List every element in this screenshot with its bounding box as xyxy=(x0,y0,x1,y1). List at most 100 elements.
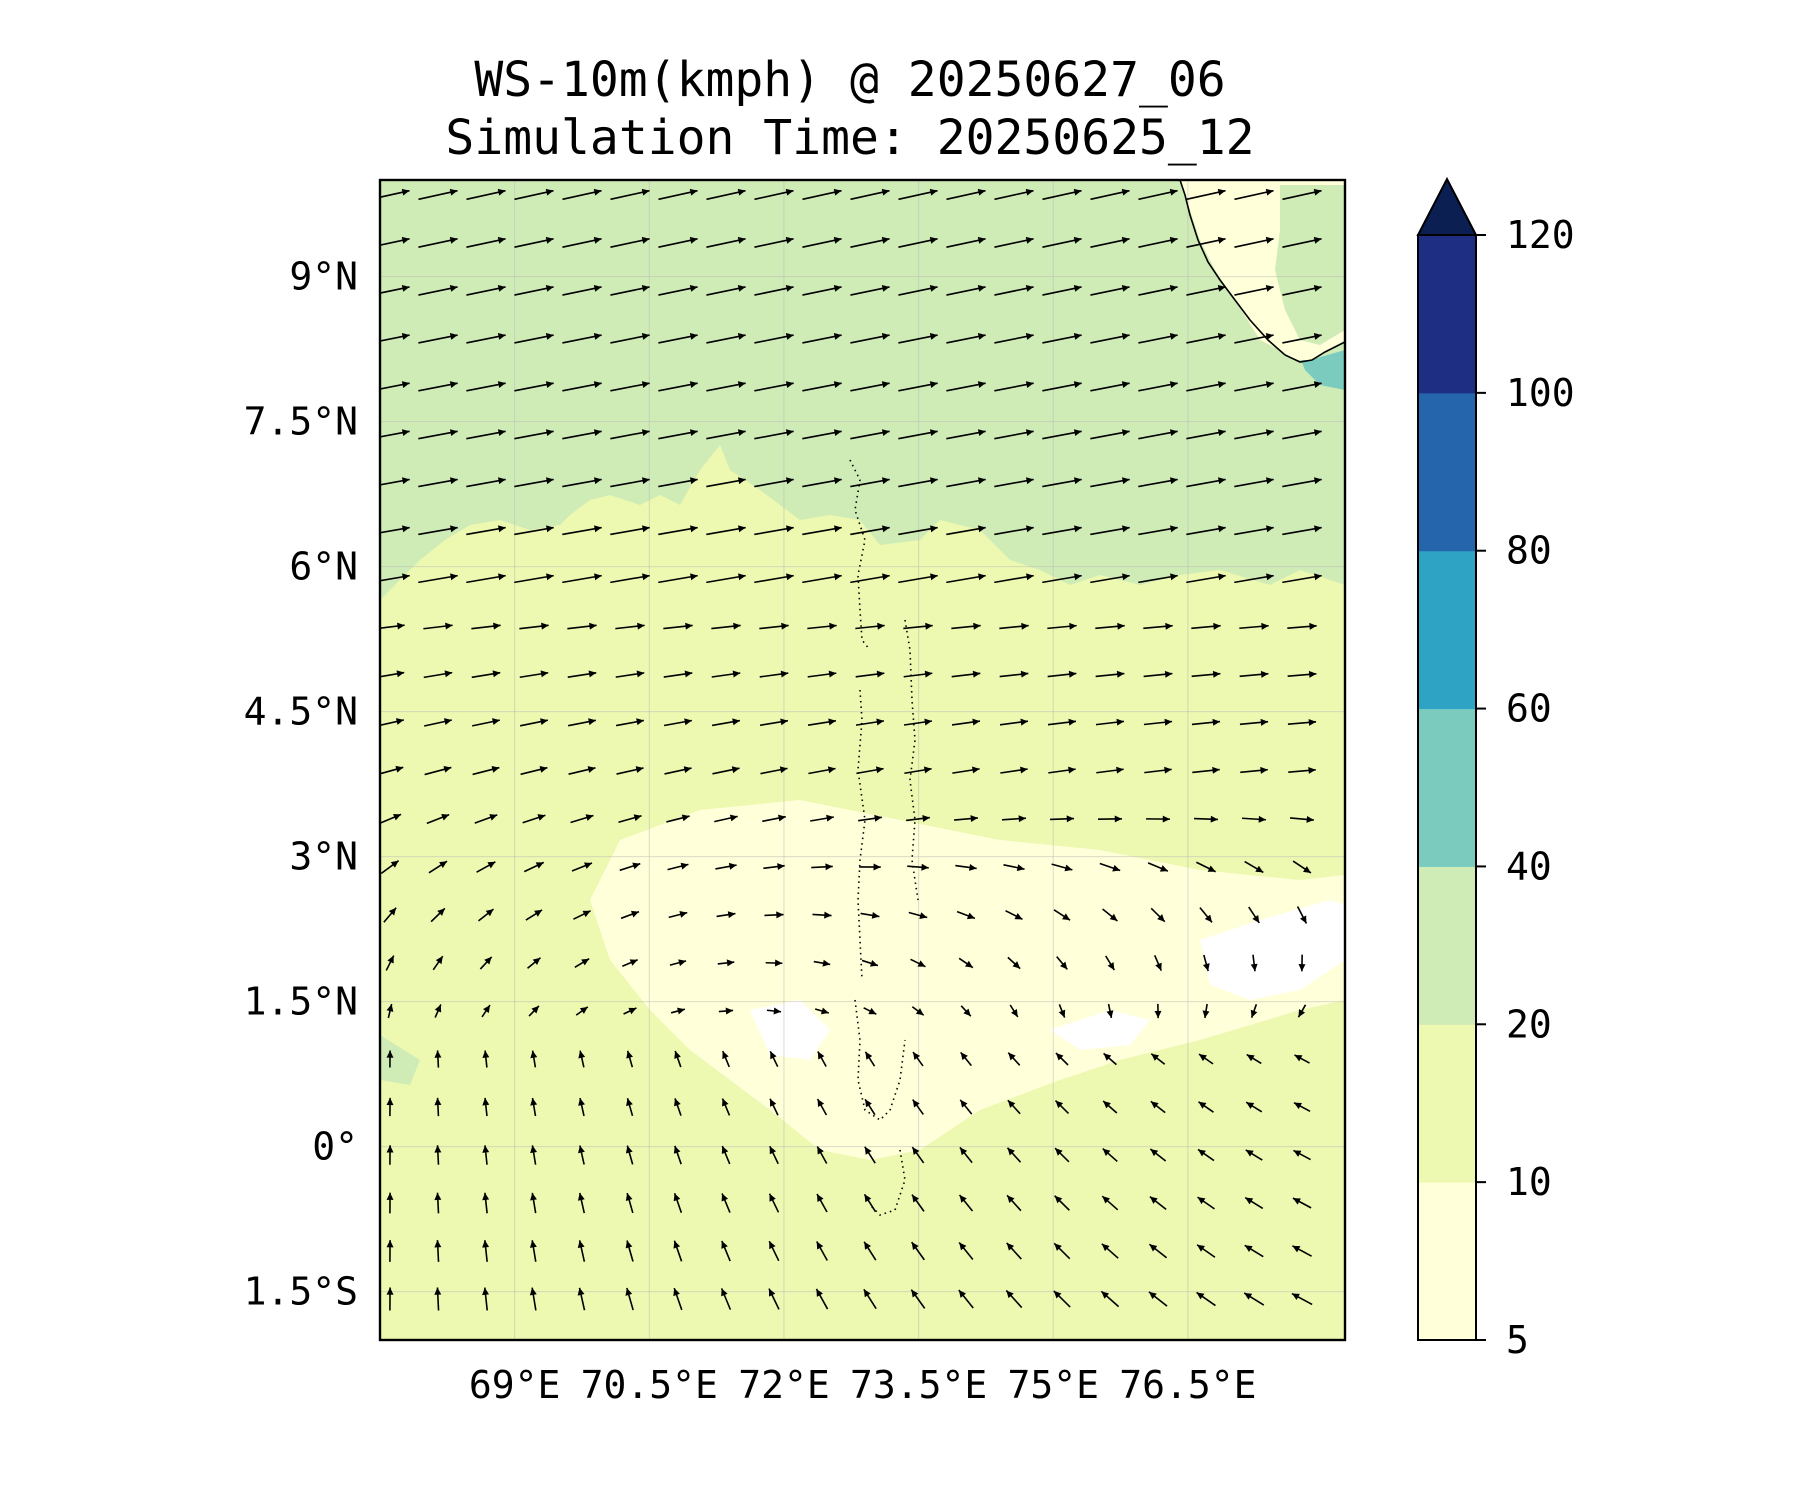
wind-arrow xyxy=(766,1007,782,1015)
wind-arrow xyxy=(466,188,506,201)
colorbar-tick-label: 100 xyxy=(1506,371,1575,415)
wind-arrow xyxy=(514,525,554,536)
wind-arrow xyxy=(1234,573,1274,584)
wind-arrow xyxy=(1007,1099,1021,1115)
wind-arrow xyxy=(1199,907,1213,923)
wind-arrow xyxy=(519,670,549,679)
wind-arrow xyxy=(527,957,541,969)
wind-arrow xyxy=(522,814,546,824)
wind-arrow xyxy=(1246,1053,1262,1065)
wind-arrow xyxy=(474,814,498,824)
wind-arrow xyxy=(616,766,644,775)
wind-arrow xyxy=(567,670,597,678)
wind-arrow xyxy=(1104,955,1116,971)
wind-arrow xyxy=(1147,862,1169,872)
wind-arrow xyxy=(620,910,640,920)
wind-arrow xyxy=(994,477,1034,488)
wind-arrow xyxy=(418,333,458,344)
wind-arrow xyxy=(418,477,458,488)
wind-arrow xyxy=(418,573,458,584)
wind-arrow xyxy=(472,718,500,727)
wind-arrow xyxy=(1198,1101,1214,1113)
wind-arrow xyxy=(768,1240,780,1262)
wind-arrow xyxy=(1291,1292,1313,1306)
wind-arrow xyxy=(577,1192,586,1214)
wind-arrow xyxy=(482,1050,490,1068)
wind-arrow xyxy=(715,862,737,870)
wind-arrow xyxy=(759,718,789,727)
wind-arrow xyxy=(1138,573,1178,584)
wind-arrow xyxy=(1099,862,1121,872)
wind-arrow xyxy=(615,622,645,630)
wind-arrow xyxy=(864,1098,876,1116)
wind-arrow xyxy=(864,1051,876,1067)
wind-arrow xyxy=(1153,955,1163,971)
wind-arrow xyxy=(1186,525,1226,536)
wind-arrow xyxy=(525,909,543,921)
wind-arrow xyxy=(994,284,1034,296)
wind-arrow xyxy=(959,1146,973,1164)
wind-arrow xyxy=(722,1050,730,1068)
wind-arrow xyxy=(759,622,789,630)
colorbar-tick-label: 60 xyxy=(1506,687,1552,731)
colorbar-tick-label: 120 xyxy=(1506,213,1575,257)
wind-arrow xyxy=(863,1288,877,1310)
wind-arrow xyxy=(530,1145,538,1165)
wind-arrow xyxy=(383,907,397,923)
wind-arrow xyxy=(994,381,1034,392)
wind-arrow xyxy=(754,573,794,584)
wind-arrow xyxy=(610,525,650,536)
wind-arrow xyxy=(859,863,881,871)
wind-arrow xyxy=(1250,1004,1258,1018)
wind-arrow xyxy=(622,959,638,967)
wind-arrow xyxy=(955,864,977,871)
wind-arrow xyxy=(428,860,448,874)
colorbar: 5 10 20 40 60 80 100 120 xyxy=(1416,176,1575,1362)
colorbar-extend-arrow xyxy=(1416,176,1478,236)
wind-arrow xyxy=(625,1240,634,1262)
wind-arrow xyxy=(1298,954,1306,972)
wind-arrow xyxy=(1096,766,1124,774)
wind-arrow xyxy=(479,956,493,970)
wind-arrow xyxy=(1001,815,1027,823)
wind-arrow xyxy=(720,1288,732,1310)
colorbar-segment-1 xyxy=(1418,1024,1476,1183)
wind-arrow xyxy=(706,429,746,440)
wind-arrow xyxy=(946,333,986,344)
wind-arrow xyxy=(1282,525,1322,536)
wind-arrow xyxy=(1047,718,1077,726)
wind-arrow xyxy=(1248,906,1260,924)
wind-arrow xyxy=(763,863,785,871)
wind-arrow xyxy=(754,284,794,296)
wind-arrow xyxy=(816,1098,828,1116)
wind-arrow xyxy=(1186,333,1226,344)
wind-arrow xyxy=(994,573,1034,584)
wind-arrow xyxy=(903,718,933,726)
wind-arrow xyxy=(1186,381,1226,392)
wind-arrow xyxy=(567,622,597,630)
wind-arrow xyxy=(1150,1100,1166,1114)
wind-arrow xyxy=(466,236,506,248)
wind-arrow xyxy=(619,862,641,872)
x-tick-label: 70.5°E xyxy=(581,1363,718,1407)
wind-arrow xyxy=(706,381,746,392)
wind-arrow xyxy=(903,670,933,678)
wind-arrow xyxy=(1293,1149,1311,1161)
colorbar-segment-3 xyxy=(1418,708,1476,867)
wind-arrow xyxy=(562,381,602,392)
wind-arrow xyxy=(520,766,548,776)
wind-arrow xyxy=(1149,1196,1167,1210)
wind-arrow xyxy=(706,525,746,536)
wind-arrow xyxy=(530,1050,538,1068)
wind-arrow xyxy=(673,1287,683,1311)
wind-arrow xyxy=(954,815,978,823)
wind-arrow xyxy=(802,573,842,584)
wind-arrow xyxy=(1007,956,1021,970)
wind-arrow xyxy=(466,429,506,440)
wind-arrow xyxy=(380,236,410,246)
y-tick-label: 9°N xyxy=(289,255,358,299)
wind-arrow xyxy=(380,859,400,875)
wind-arrow xyxy=(802,525,842,536)
wind-arrow xyxy=(1245,1101,1263,1113)
wind-arrow xyxy=(1198,1053,1214,1065)
